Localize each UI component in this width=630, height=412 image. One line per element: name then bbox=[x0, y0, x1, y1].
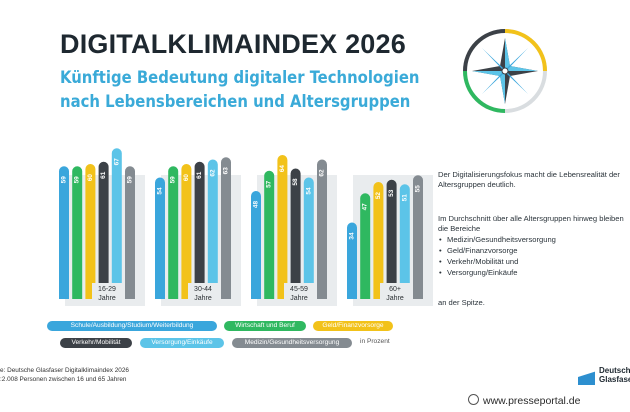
note-lead: Im Durchschnitt über alle Altersgruppen … bbox=[438, 214, 624, 233]
data-label: 51 bbox=[401, 194, 408, 202]
bar bbox=[98, 161, 109, 299]
category-label: 60+ bbox=[389, 286, 401, 293]
category-label: Jahre bbox=[98, 295, 116, 302]
note-intro: Der Digitalisierungsfokus macht die Lebe… bbox=[438, 170, 620, 189]
data-label: 60 bbox=[183, 174, 190, 182]
data-label: 48 bbox=[253, 201, 260, 209]
category-label: 16-29 bbox=[98, 286, 116, 293]
data-label: 55 bbox=[415, 185, 422, 193]
bar bbox=[317, 159, 327, 299]
category-label-box bbox=[92, 283, 122, 304]
bar bbox=[59, 166, 69, 299]
bar bbox=[373, 182, 384, 299]
presseportal-icon bbox=[468, 394, 479, 405]
note-item: Verkehr/Mobilität und bbox=[439, 257, 628, 267]
legend-item-versorgung: Versorgung/Einkäufe bbox=[140, 338, 224, 348]
legend-unit: in Prozent bbox=[360, 338, 390, 345]
compass-icon bbox=[463, 29, 547, 113]
category-label: 45-59 bbox=[290, 286, 308, 293]
data-label: 59 bbox=[170, 176, 177, 184]
bar bbox=[399, 184, 410, 299]
data-label: 64 bbox=[279, 165, 286, 173]
bar bbox=[72, 166, 83, 299]
source-line: :2.008 Personen zwischen 16 und 65 Jahre… bbox=[0, 376, 127, 383]
category-label-box bbox=[380, 283, 410, 304]
bar bbox=[155, 177, 165, 299]
data-label: 62 bbox=[319, 169, 326, 177]
note-item: Versorgung/Einkäufe bbox=[439, 268, 628, 278]
data-label: 58 bbox=[292, 178, 299, 186]
data-label: 59 bbox=[127, 176, 134, 184]
note-item: Medizin/Gesundheitsversorgung bbox=[439, 235, 628, 245]
category-label: Jahre bbox=[290, 295, 308, 302]
legend-item-verkehr: Verkehr/Mobilität bbox=[60, 338, 132, 348]
bar bbox=[290, 168, 301, 299]
data-label: 62 bbox=[209, 169, 216, 177]
bar bbox=[125, 166, 135, 299]
data-label: 63 bbox=[223, 167, 230, 175]
data-label: 34 bbox=[349, 232, 356, 240]
bar bbox=[207, 159, 218, 299]
bar bbox=[85, 164, 96, 299]
data-label: 52 bbox=[375, 192, 382, 200]
source-note: e: Deutsche Glasfaser Digitalklimaindex … bbox=[0, 366, 129, 384]
note-outro: an der Spitze. bbox=[438, 298, 485, 307]
bar bbox=[360, 193, 371, 299]
data-label: 59 bbox=[61, 176, 68, 184]
bar bbox=[277, 155, 288, 299]
data-label: 54 bbox=[305, 187, 312, 195]
legend-item-medizin: Medizin/Gesundheitsversorgung bbox=[232, 338, 352, 348]
bar bbox=[264, 170, 275, 299]
bar bbox=[168, 166, 179, 299]
note-summary: Im Durchschnitt über alle Altersgruppen … bbox=[438, 214, 628, 278]
data-label: 47 bbox=[362, 203, 369, 211]
data-label: 61 bbox=[100, 171, 107, 179]
bar bbox=[251, 191, 261, 299]
legend-item-geld: Geld/Finanzvorsorge bbox=[313, 321, 393, 331]
page-subtitle: Künftige Bedeutung digitaler Technologie… bbox=[60, 68, 420, 111]
page-title: DIGITALKLIMAINDEX 2026 bbox=[60, 29, 406, 59]
bar bbox=[303, 177, 314, 299]
category-label: Jahre bbox=[386, 295, 404, 302]
legend-item-wirtschaft: Wirtschaft und Beruf bbox=[224, 321, 306, 331]
data-label: 53 bbox=[388, 189, 395, 197]
bar bbox=[386, 179, 397, 299]
bar bbox=[111, 148, 122, 299]
bar bbox=[413, 175, 423, 299]
data-label: 57 bbox=[266, 180, 273, 188]
watermark: www.presseportal.de bbox=[462, 393, 588, 410]
brand-line: Glasfaser bbox=[599, 375, 630, 384]
bar bbox=[347, 222, 357, 299]
category-label-box bbox=[188, 283, 218, 304]
brand-name: Deutsche Glasfaser bbox=[599, 366, 630, 384]
legend-item-schule: Schule/Ausbildung/Studium/Weiterbildung bbox=[47, 321, 217, 331]
data-label: 54 bbox=[157, 187, 164, 195]
data-label: 60 bbox=[87, 174, 94, 182]
category-label: 30-44 bbox=[194, 286, 212, 293]
data-label: 59 bbox=[74, 176, 81, 184]
note-list: Medizin/Gesundheitsversorgung Geld/Finan… bbox=[438, 235, 628, 278]
bar bbox=[221, 157, 231, 299]
data-label: 61 bbox=[196, 171, 203, 179]
watermark-text: www.presseportal.de bbox=[483, 395, 581, 407]
logo-cut bbox=[578, 368, 595, 377]
category-label-box bbox=[284, 283, 314, 304]
data-label: 67 bbox=[113, 158, 120, 166]
bar bbox=[194, 161, 205, 299]
category-label: Jahre bbox=[194, 295, 212, 302]
bar bbox=[181, 164, 192, 299]
note-item: Geld/Finanzvorsorge bbox=[439, 246, 628, 256]
brand-line: Deutsche bbox=[599, 366, 630, 375]
source-line: e: Deutsche Glasfaser Digitalklimaindex … bbox=[0, 367, 129, 374]
